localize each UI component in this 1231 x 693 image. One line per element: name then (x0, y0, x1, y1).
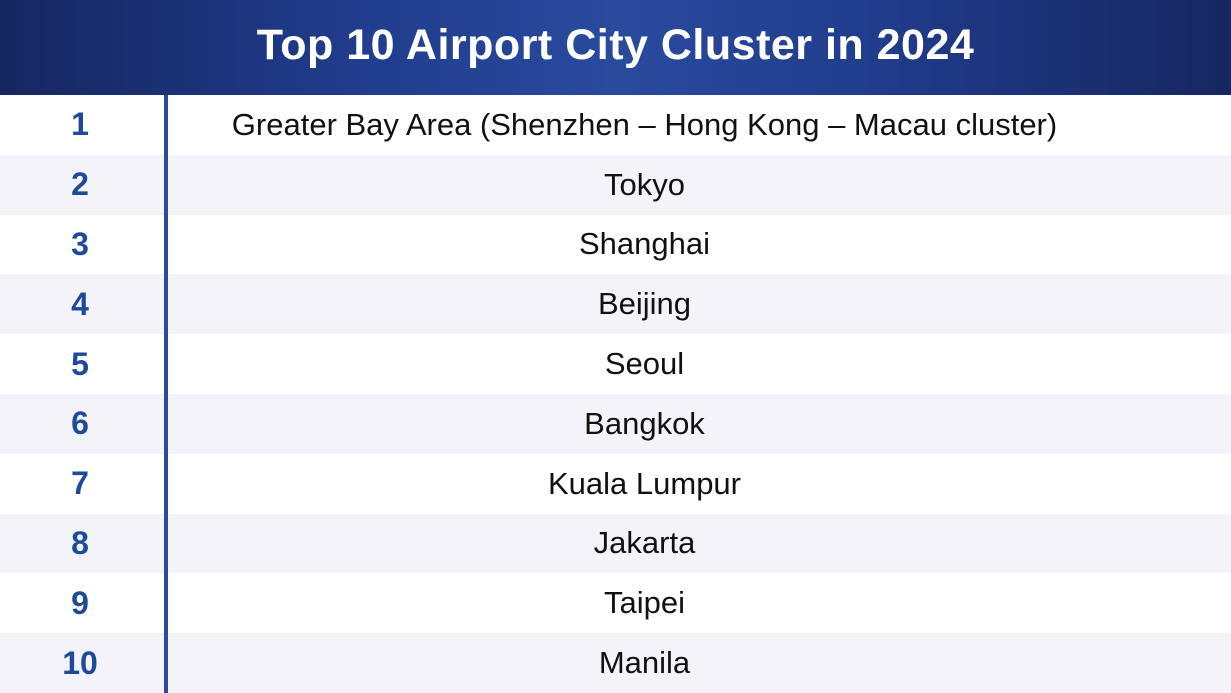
table-row: 3 Shanghai (0, 214, 1231, 275)
table-row: 8 Jakarta (0, 513, 1231, 574)
rank-cell: 9 (71, 584, 89, 621)
table-row: 1 Greater Bay Area (Shenzhen – Hong Kong … (0, 95, 1231, 155)
rank-cell: 7 (71, 465, 89, 502)
table-row: 5 Seoul (0, 334, 1231, 394)
title-banner: Top 10 Airport City Cluster in 2024 (0, 0, 1231, 95)
city-cell: Seoul (604, 346, 685, 382)
table-row: 10 Manila (0, 633, 1231, 693)
table-row: 2 Tokyo (0, 154, 1231, 215)
city-cell: Beijing (597, 286, 692, 322)
city-cell: Shanghai (578, 226, 710, 262)
column-divider (164, 95, 168, 693)
city-cell: Jakarta (593, 525, 696, 561)
rank-cell: 5 (71, 345, 89, 382)
rank-cell: 4 (71, 285, 89, 322)
city-cell: Bangkok (584, 405, 705, 441)
table-row: 6 Bangkok (0, 394, 1231, 454)
rank-cell: 1 (71, 106, 89, 143)
table-row: 9 Taipei (0, 573, 1231, 634)
rank-cell: 8 (71, 524, 89, 561)
city-cell: Kuala Lumpur (547, 465, 741, 501)
ranking-table: 1 Greater Bay Area (Shenzhen – Hong Kong … (0, 95, 1231, 693)
city-cell: Tokyo (604, 166, 685, 202)
chart-title: Top 10 Airport City Cluster in 2024 (256, 21, 975, 69)
rank-cell: 10 (62, 644, 98, 681)
city-cell: Taipei (604, 585, 685, 621)
city-cell: Greater Bay Area (Shenzhen – Hong Kong –… (231, 106, 1058, 142)
rank-cell: 2 (71, 166, 89, 203)
table-row: 4 Beijing (0, 274, 1231, 335)
city-cell: Manila (598, 645, 691, 681)
table-row: 7 Kuala Lumpur (0, 453, 1231, 514)
rank-cell: 6 (71, 405, 89, 442)
rank-cell: 3 (71, 225, 89, 262)
